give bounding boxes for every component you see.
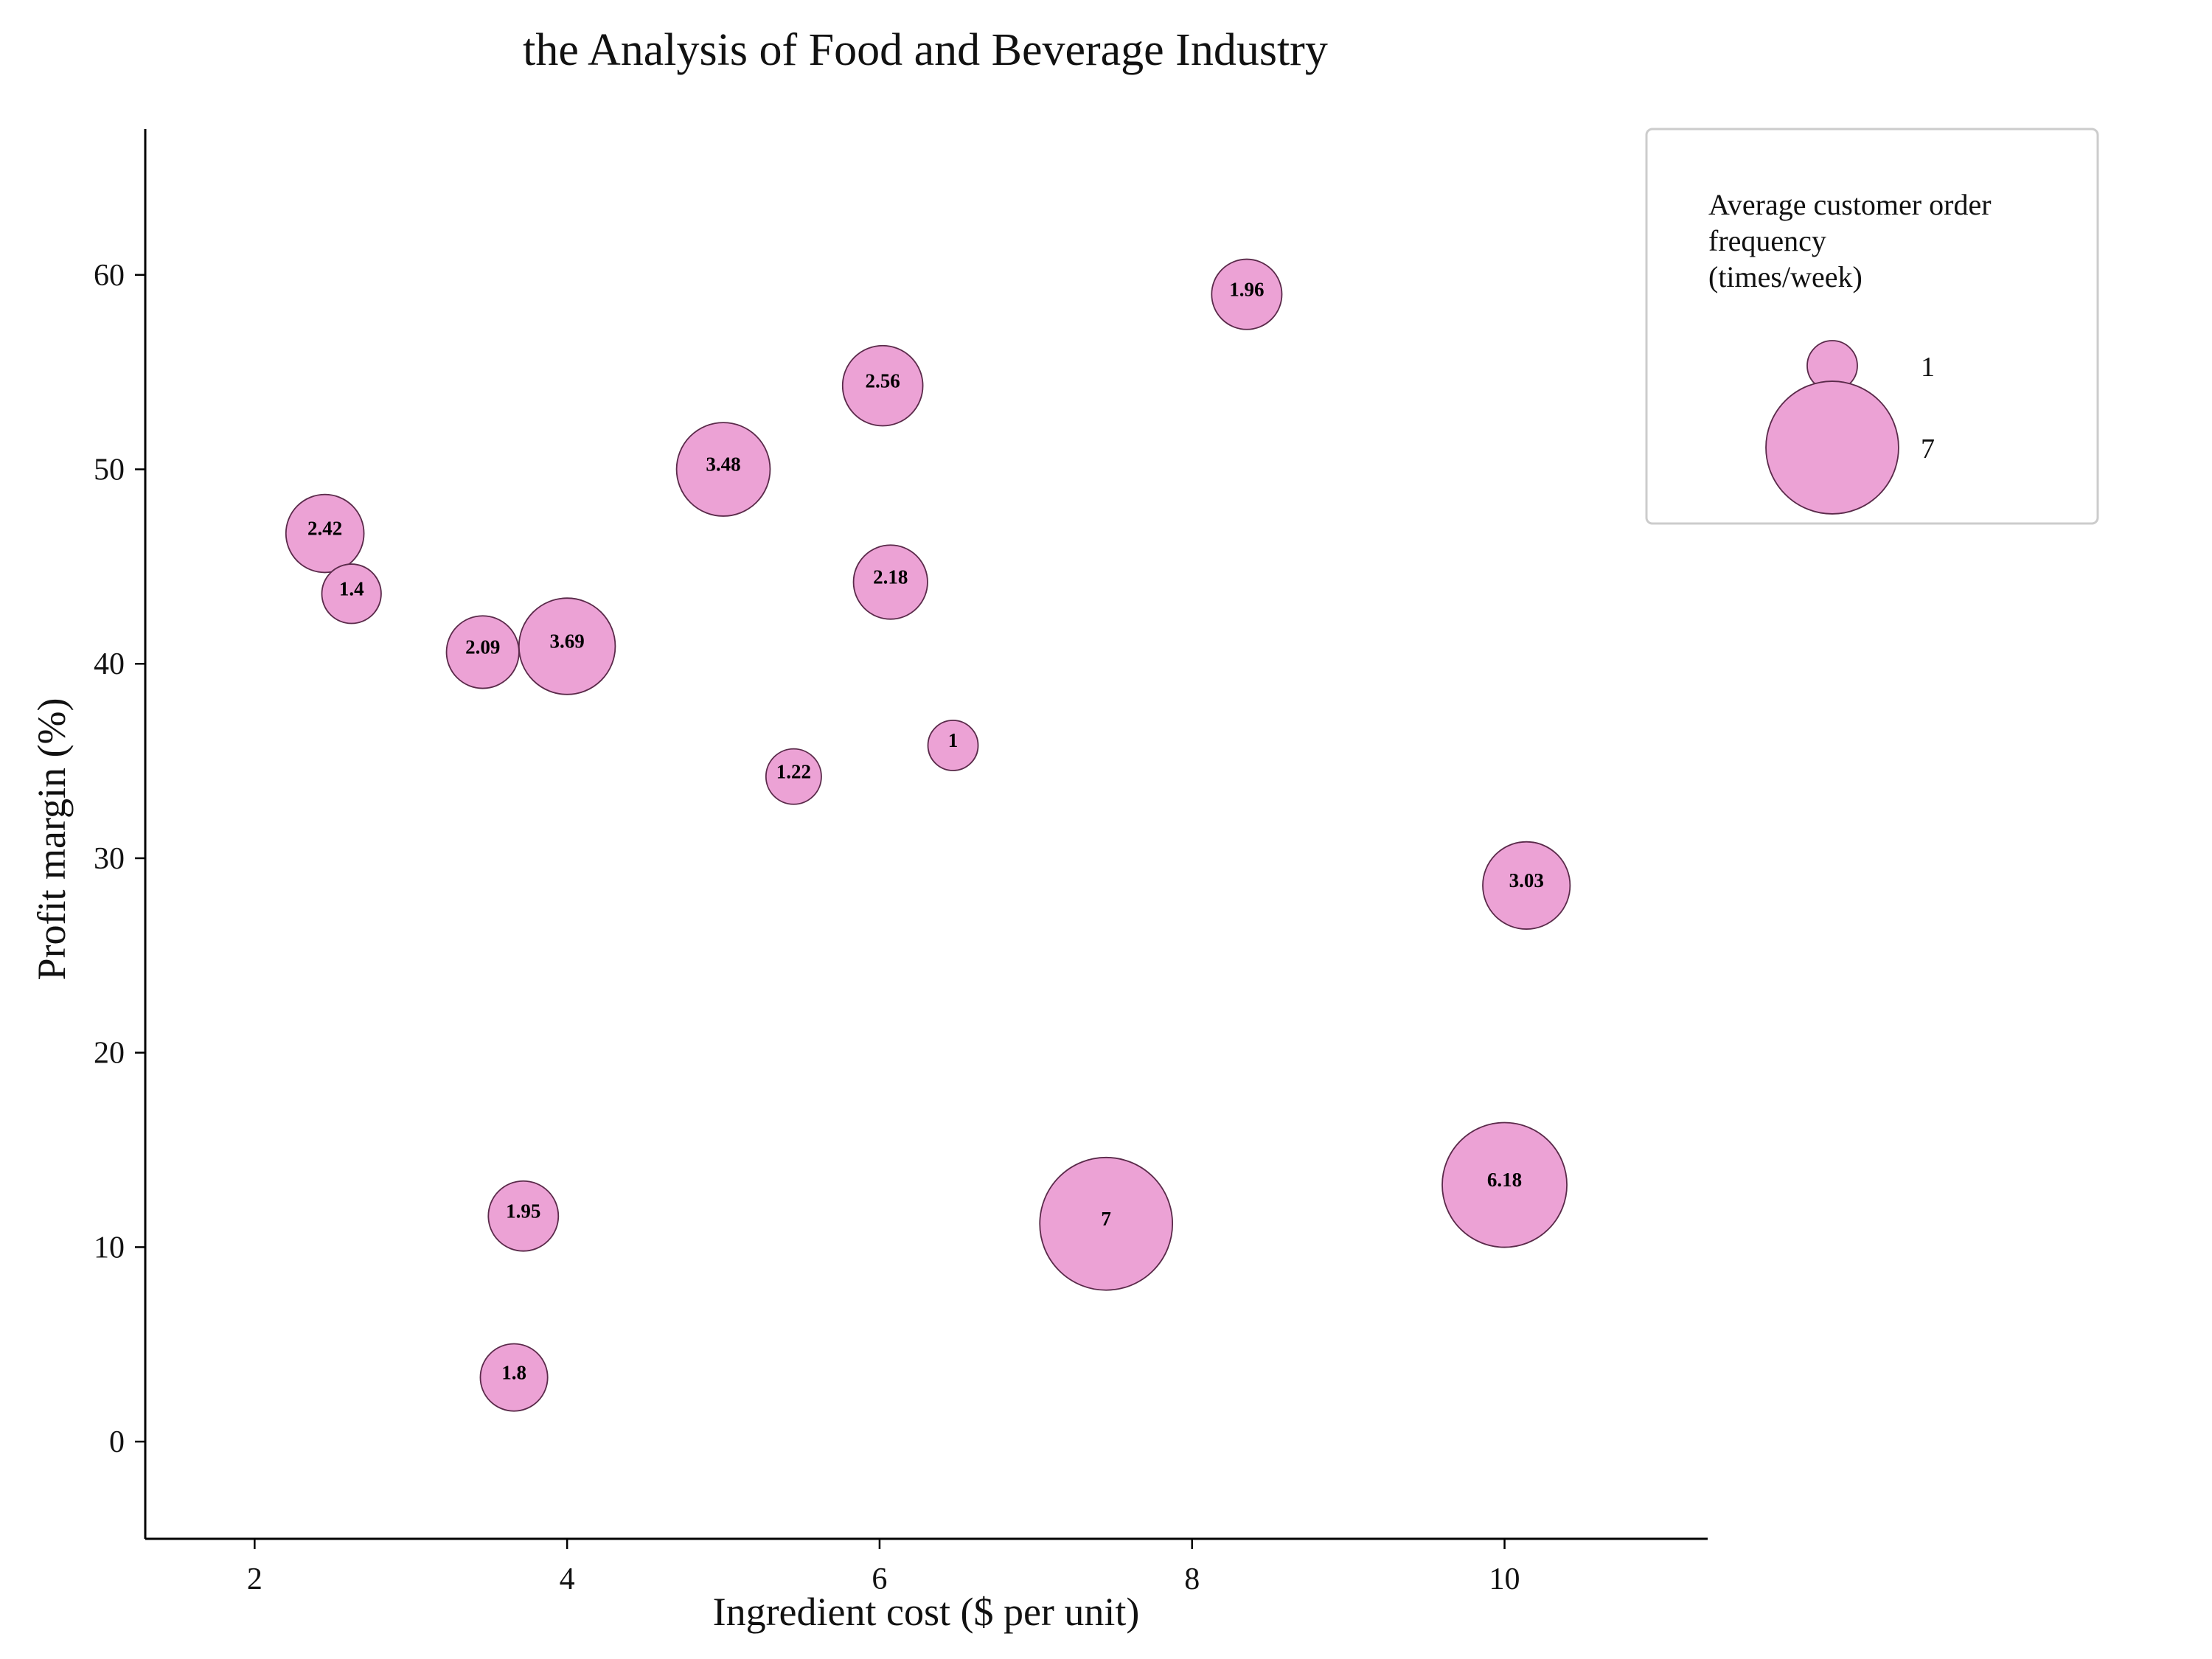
legend-size-label: 7 xyxy=(1921,434,1935,465)
bubble-point xyxy=(479,1343,549,1412)
bubble-point xyxy=(321,563,382,625)
x-axis-label: Ingredient cost ($ per unit) xyxy=(713,1590,1140,1634)
x-tick-label: 10 xyxy=(1489,1562,1520,1596)
bubble-label: 1.95 xyxy=(506,1200,540,1222)
bubble-label: 2.18 xyxy=(873,566,908,588)
bubble-label: 3.03 xyxy=(1509,869,1544,891)
bubble-label: 6.18 xyxy=(1487,1169,1522,1191)
bubble-label: 1.8 xyxy=(501,1361,526,1383)
bubble-point xyxy=(1039,1156,1174,1291)
x-tick-label: 2 xyxy=(247,1562,262,1596)
chart-title: the Analysis of Food and Beverage Indust… xyxy=(523,25,1328,75)
bubble-point xyxy=(487,1180,560,1252)
y-tick-label: 60 xyxy=(94,259,125,293)
bubble-label: 2.09 xyxy=(465,636,500,658)
bubble-label: 1.22 xyxy=(776,760,811,782)
bubble-point xyxy=(1211,258,1283,330)
bubble-label: 1.4 xyxy=(339,578,364,600)
legend-title: Average customer order xyxy=(1708,188,1992,221)
legend-bubble xyxy=(1765,380,1899,515)
y-axis-label: Profit margin (%) xyxy=(29,698,74,981)
legend-size-label: 1 xyxy=(1921,352,1935,383)
bubble-point xyxy=(518,597,616,695)
legend-box xyxy=(1645,128,2099,525)
legend: Average customer orderfrequency(times/we… xyxy=(1645,128,2099,525)
y-tick-label: 50 xyxy=(94,453,125,487)
y-tick-label: 30 xyxy=(94,842,125,876)
y-tick-label: 20 xyxy=(94,1037,125,1071)
bubble-point xyxy=(765,748,822,805)
bubble-label: 2.56 xyxy=(866,369,900,392)
bubble-label: 1 xyxy=(948,729,959,751)
y-tick-label: 10 xyxy=(94,1231,125,1265)
bubble-label: 3.48 xyxy=(706,453,740,476)
bubble-point xyxy=(927,720,979,771)
y-tick-label: 40 xyxy=(94,647,125,681)
bubble-point xyxy=(675,422,771,517)
bubble-label: 2.42 xyxy=(307,518,342,540)
bubble-point xyxy=(1482,841,1571,930)
x-tick-label: 4 xyxy=(560,1562,575,1596)
x-tick-label: 6 xyxy=(872,1562,887,1596)
bubble-label: 1.96 xyxy=(1229,278,1264,300)
bubble-point xyxy=(285,493,365,574)
legend-title: frequency xyxy=(1708,224,1826,257)
x-tick-label: 8 xyxy=(1184,1562,1200,1596)
bubble-point xyxy=(1441,1121,1568,1248)
bubble-point xyxy=(852,544,928,620)
bubble-label: 7 xyxy=(1101,1208,1111,1230)
bubble-point xyxy=(841,344,924,427)
y-tick-label: 0 xyxy=(109,1425,125,1459)
legend-title: (times/week) xyxy=(1708,260,1863,293)
bubble-label: 3.69 xyxy=(550,630,585,653)
